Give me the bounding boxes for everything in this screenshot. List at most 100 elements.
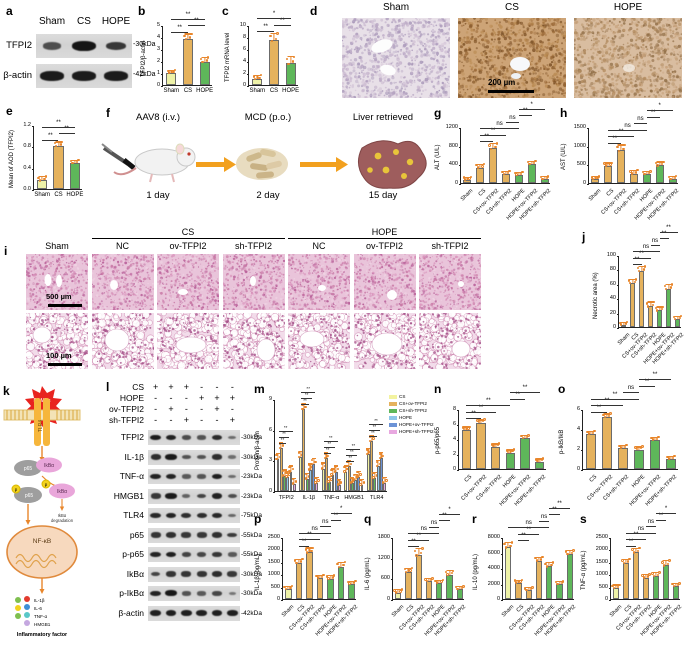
data-point [488,144,490,146]
data-point [282,474,284,476]
arrow-2-icon [300,157,348,172]
y-tick-label: 1.2 [8,123,31,129]
y-axis-label: TNF-α (pg/mL) [581,550,587,589]
bar [613,588,619,599]
blot-band [150,610,161,616]
data-point [476,419,478,421]
histology-lowmag-0 [26,254,88,310]
sig-line [633,251,660,252]
sig-line [331,513,352,514]
sig-line [299,546,310,547]
pellets-icon [236,148,288,180]
y-axis-label: Protein/β-actin [255,431,261,470]
y-tick-mark [391,579,394,580]
sig-line [466,418,481,419]
panel-n: n 0 2 4 6 8 p-p65/p65 CS CS+ov-TFPI2 CS+sh-TFPI2… [432,382,550,510]
y-tick-mark [32,147,35,148]
blot-band [166,610,177,616]
data-point [544,563,546,565]
sig-line [508,527,549,528]
sig-line [466,405,510,406]
x-tick-label: IL-1β [298,495,321,501]
histology-highmag-3 [223,313,285,369]
panel-j-label: j [582,230,585,244]
blot-label-TFPI2: TFPI2 [2,40,32,51]
data-point [385,479,387,481]
blot-band [181,571,191,576]
panel-i: i CS HOPE Sham NC ov-TFPI2 sh-TFPI2 NC ov-TFPI2… [2,228,464,373]
data-point [317,479,319,481]
blot-band [197,571,207,576]
y-tick-mark [457,470,460,471]
bar [200,62,210,85]
bar [286,63,296,85]
bar [656,165,664,183]
y-tick-mark [587,165,590,166]
data-point [591,176,593,178]
blot-band [166,474,177,480]
blot-band [182,455,191,459]
data-point [292,482,294,484]
histology-highmag-5 [354,313,416,369]
y-tick-mark [587,147,590,148]
y-tick-mark [247,38,250,39]
blot-band [182,494,190,498]
y-tick-mark [459,147,462,148]
data-point [287,63,289,65]
y-tick-mark [391,559,394,560]
y-tick-mark [281,550,284,551]
data-point [541,556,543,558]
data-point [415,554,417,556]
y-tick-mark [609,550,612,551]
data-point [626,321,628,323]
data-point [300,560,302,562]
data-point [60,143,62,145]
data-point [424,578,426,580]
bar [639,271,645,327]
data-point [506,449,508,451]
scale-bar-top-label: 500 µm [46,292,72,301]
bar [567,554,573,599]
error-bar [623,323,624,325]
histology-lowmag-5 [354,254,416,310]
sig-line [439,520,449,521]
blot-band [228,475,236,479]
data-point [301,408,303,410]
data-point [653,575,655,577]
sig-label: ns [398,526,449,532]
bar [653,576,659,599]
error-bar [544,177,545,179]
y-tick-mark [587,128,590,129]
blot-band [150,552,161,558]
data-point [379,453,381,455]
data-point [535,458,537,460]
sig-line [626,546,636,547]
data-point [338,566,340,568]
sig-line [626,533,656,534]
sig-line [429,527,439,528]
bar [436,583,442,599]
data-point [382,455,384,457]
blot-label-TLR4: TLR4 [80,510,144,520]
bar [70,163,80,189]
y-tick-label: 2000 [254,547,280,553]
sig-label: * [637,103,683,109]
panel-i-label: i [4,244,7,258]
data-point [604,416,606,418]
data-point [431,577,433,579]
column-header-6: sh-TFPI2 [415,241,485,251]
sig-label: ** [629,372,681,378]
data-point [618,445,620,447]
blot-band [212,532,222,537]
blot-band [197,474,206,478]
plot-area: 0 600 1200 1800 IL-6 (pg/mL) Sham CS CS+ov-TFPI… [392,538,464,600]
histology-lowmag-1 [92,254,154,310]
bar [315,483,318,491]
data-point [286,58,288,60]
sig-line [510,392,539,393]
data-point [509,545,511,547]
panel-d-label: d [310,4,317,18]
data-point [609,412,611,414]
data-point [534,160,536,162]
blot-β-actin [36,64,132,88]
